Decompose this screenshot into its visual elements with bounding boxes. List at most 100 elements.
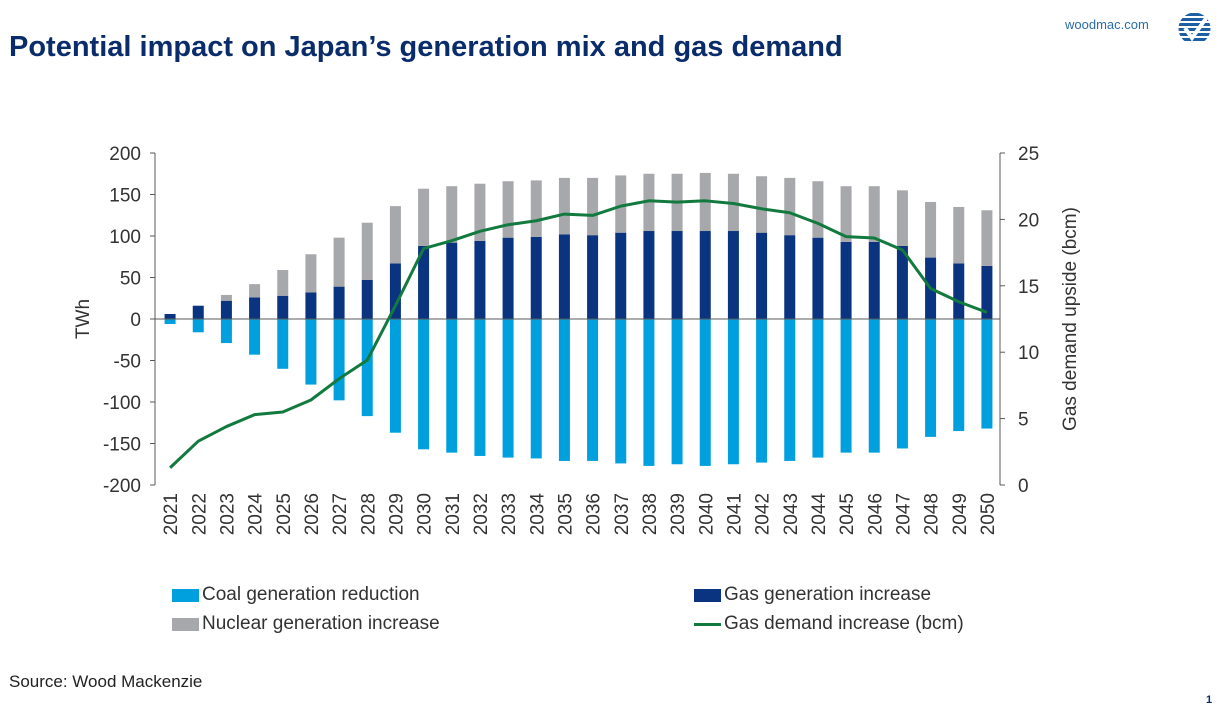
x-tick-label: 2029 [386,493,407,535]
x-tick-label: 2031 [443,493,464,535]
x-tick-label: 2043 [781,493,802,535]
bar-gas-2046 [868,241,880,319]
y2-tick-label: 15 [1018,277,1039,298]
y-tick-label: 100 [109,227,141,248]
bar-coal-2025 [277,319,289,369]
bar-nuclear-2042 [756,176,768,233]
bar-nuclear-2033 [502,181,514,238]
legend-label: Coal generation reduction [202,584,420,605]
bar-coal-2035 [558,319,570,461]
x-tick-label: 2037 [612,493,633,535]
source-note: Source: Wood Mackenzie [9,672,203,691]
bar-nuclear-2029 [389,206,401,264]
bar-nuclear-2032 [474,183,486,241]
x-tick-label: 2032 [471,493,492,535]
x-tick-label: 2044 [809,493,830,536]
wood-mackenzie-logo-icon [1178,12,1211,45]
bar-coal-2049 [953,319,965,432]
bar-nuclear-2024 [249,284,261,298]
x-tick-label: 2040 [696,493,717,535]
bar-coal-2048 [925,319,937,437]
y2-tick-label: 0 [1018,476,1029,497]
bar-gas-2035 [558,234,570,319]
bar-nuclear-2043 [784,177,796,236]
bar-gas-2030 [418,245,430,319]
bar-gas-2031 [446,242,458,319]
y-tick-label: -100 [103,393,141,414]
bar-gas-2024 [249,297,261,319]
bar-gas-2038 [643,231,655,319]
x-tick-label: 2050 [978,493,999,535]
legend-label: Gas demand increase (bcm) [724,613,964,634]
bar-coal-2029 [389,319,401,433]
y-tick-label: -150 [103,435,141,456]
website-link[interactable]: woodmac.com [1065,17,1149,32]
y2-tick-label: 20 [1018,210,1039,231]
legend-item-gas: Gas generation increase [694,584,931,606]
bar-coal-2027 [333,319,345,401]
x-tick-label: 2034 [527,493,548,536]
bar-coal-2026 [305,319,317,385]
bar-gas-2041 [727,231,739,319]
y-tick-label: 150 [109,186,141,207]
x-tick-label: 2046 [865,493,886,535]
bar-coal-2033 [502,319,514,458]
x-tick-label: 2042 [753,493,774,535]
x-tick-label: 2048 [922,493,943,535]
bar-gas-2029 [389,263,401,319]
bar-nuclear-2047 [896,190,908,246]
bar-coal-2046 [868,319,880,453]
y2-axis-label: Gas demand upside (bcm) [1060,207,1081,431]
x-tick-label: 2023 [217,493,238,535]
bar-coal-2039 [671,319,683,465]
bar-nuclear-2048 [925,201,937,258]
bar-gas-2040 [699,231,711,319]
bar-gas-2039 [671,231,683,319]
bar-coal-2030 [418,319,430,450]
bar-coal-2050 [981,319,993,429]
x-tick-label: 2047 [893,493,914,535]
bar-gas-2032 [474,240,486,319]
x-tick-label: 2045 [837,493,858,535]
legend-label: Nuclear generation increase [202,613,440,634]
x-tick-label: 2033 [499,493,520,535]
y2-tick-label: 10 [1018,343,1039,364]
bar-nuclear-2023 [220,294,232,301]
legend-swatch-nuclear [172,617,199,631]
bar-nuclear-2050 [981,210,993,266]
x-tick-label: 2038 [640,493,661,535]
y2-tick-label: 5 [1018,410,1029,431]
x-tick-label: 2030 [415,493,436,535]
bar-coal-2038 [643,319,655,466]
bar-coal-2040 [699,319,711,466]
x-tick-label: 2026 [302,493,323,535]
bar-coal-2032 [474,319,486,456]
bar-nuclear-2035 [558,177,570,235]
bar-gas-2021 [164,314,176,319]
bar-gas-2034 [530,236,542,319]
bar-gas-2050 [981,265,993,319]
legend-label: Gas generation increase [724,584,932,605]
bar-gas-2037 [615,232,627,319]
bar-nuclear-2028 [361,222,373,280]
y-axis-label: TWh [73,299,94,339]
bar-gas-2033 [502,237,514,319]
bar-gas-2028 [361,279,373,319]
bar-nuclear-2025 [277,270,289,296]
bar-gas-2044 [812,237,824,319]
x-tick-label: 2025 [274,493,295,535]
bar-nuclear-2046 [868,186,880,242]
y-tick-label: 50 [120,269,141,290]
x-tick-label: 2049 [950,493,971,535]
bar-nuclear-2049 [953,206,965,264]
bar-coal-2024 [249,319,261,355]
y-tick-label: 200 [109,144,141,165]
bar-coal-2045 [840,319,852,453]
x-tick-label: 2035 [555,493,576,535]
legend-line-gas-demand [694,622,721,626]
bar-nuclear-2034 [530,180,542,237]
bar-coal-2023 [220,319,232,344]
legend-swatch-coal [172,588,199,602]
bar-nuclear-2030 [418,188,430,246]
